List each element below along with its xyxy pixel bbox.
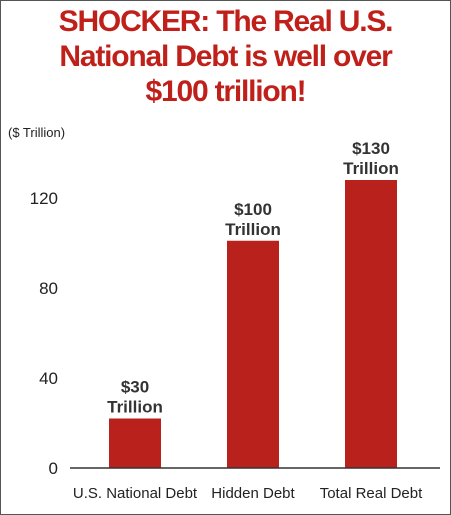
y-tick-label: 0 [49,459,58,478]
x-category-label: Total Real Debt [320,485,423,502]
bar-data-label: Trillion [225,220,281,239]
bar [227,240,279,468]
chart-title-line-1: SHOCKER: The Real U.S. [58,5,394,38]
x-category-label: U.S. National Debt [73,485,198,502]
y-tick-label: 40 [39,369,58,388]
y-tick-label: 120 [30,189,58,208]
chart-title-line-2: National Debt is well over [59,40,392,73]
bar-data-label: $100 [234,200,272,219]
bar [345,180,397,468]
y-axis-label: ($ Trillion) [8,125,65,140]
y-tick-label: 80 [39,279,58,298]
x-category-label: Hidden Debt [211,485,295,502]
chart-title-line-3: $100 trillion! [145,75,307,108]
bar-data-label: Trillion [343,159,399,178]
bar-data-label: $30 [121,378,149,397]
bar-data-label: Trillion [107,398,163,417]
chart-title: SHOCKER: The Real U.S. National Debt is … [0,4,451,109]
bar [109,418,161,468]
bar-data-label: $130 [352,139,390,158]
